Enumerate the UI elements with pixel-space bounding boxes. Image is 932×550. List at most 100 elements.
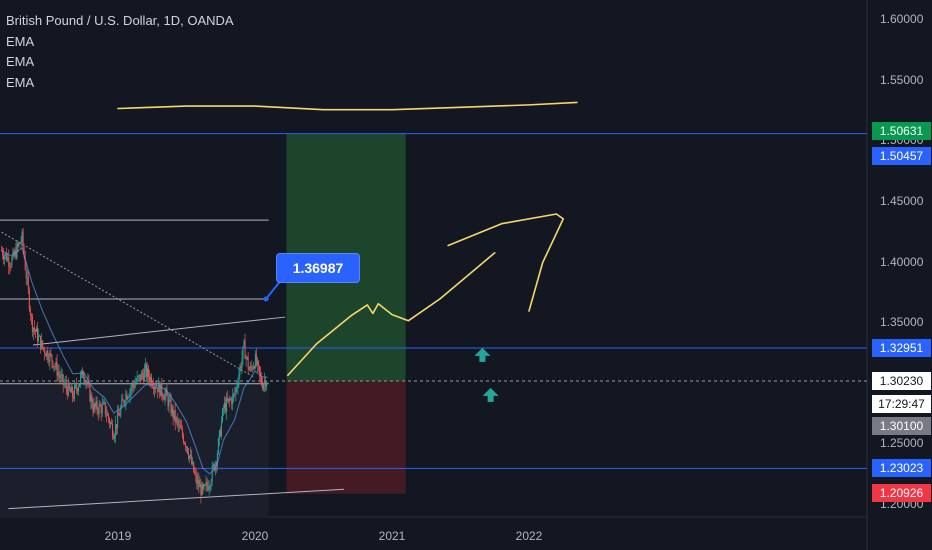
- bear-candle: [96, 401, 98, 411]
- bull-candle: [203, 484, 205, 489]
- bull-candle: [79, 383, 81, 387]
- trend-line[interactable]: [8, 488, 345, 510]
- bear-candle: [116, 424, 118, 428]
- bull-candle: [216, 453, 218, 465]
- bear-candle: [6, 253, 8, 261]
- bull-candle: [210, 481, 212, 487]
- time-tick-label: 2022: [515, 529, 543, 543]
- bear-candle: [24, 257, 26, 270]
- bear-candle: [59, 375, 61, 379]
- horizontal-line-price-tag: 1.23023: [872, 459, 931, 477]
- symbol-title[interactable]: British Pound / U.S. Dollar, 1D, OANDA: [6, 13, 234, 28]
- dotted-trend-line[interactable]: [1, 231, 256, 379]
- callout-anchor: [263, 296, 269, 302]
- bear-candle: [181, 428, 183, 436]
- bull-candle: [140, 372, 142, 381]
- bull-candle: [218, 430, 220, 439]
- bear-candle: [42, 340, 44, 348]
- bull-candle: [254, 354, 256, 368]
- bull-candle: [41, 340, 43, 349]
- up-arrow-icon[interactable]: [474, 347, 491, 362]
- trend-line[interactable]: [33, 316, 286, 346]
- bull-candle: [222, 407, 224, 410]
- bull-candle: [20, 241, 22, 244]
- bear-candle: [30, 315, 32, 317]
- freehand-drawing[interactable]: [117, 101, 578, 111]
- ema-indicator-label[interactable]: EMA: [6, 54, 35, 69]
- bull-candle: [138, 374, 140, 377]
- bear-candle: [244, 340, 246, 359]
- bear-candle: [174, 410, 176, 422]
- bear-candle: [65, 382, 67, 389]
- bull-candle: [256, 360, 258, 365]
- bull-candle: [228, 398, 230, 401]
- bull-candle: [235, 387, 237, 395]
- bull-candle: [208, 487, 210, 490]
- bear-candle: [177, 420, 179, 426]
- bear-candle: [112, 423, 114, 437]
- bear-candle: [153, 386, 155, 390]
- price-callout[interactable]: 1.36987: [276, 253, 360, 283]
- bear-candle: [37, 327, 39, 342]
- ema-indicator-label[interactable]: EMA: [6, 33, 35, 49]
- bull-candle: [121, 399, 123, 408]
- bear-candle: [8, 257, 10, 267]
- bear-candle: [170, 399, 172, 414]
- up-arrow-icon[interactable]: [482, 387, 499, 402]
- bear-candle: [202, 484, 204, 489]
- bear-candle: [118, 412, 120, 416]
- stop-loss-price-tag: 1.20926: [872, 484, 931, 502]
- bear-candle: [105, 414, 107, 416]
- bull-candle: [175, 417, 177, 422]
- bear-candle: [50, 352, 52, 355]
- bear-candle: [110, 422, 112, 424]
- bear-candle: [27, 276, 29, 290]
- bear-candle: [247, 357, 249, 369]
- bear-candle: [195, 473, 197, 476]
- ema-indicator-label[interactable]: EMA: [6, 74, 35, 90]
- bull-candle: [266, 382, 268, 387]
- bull-candle: [85, 381, 87, 383]
- bull-candle: [209, 486, 211, 488]
- bear-candle: [119, 415, 121, 417]
- projection-drawing[interactable]: [287, 252, 496, 377]
- bull-candle: [109, 422, 111, 424]
- bull-candle: [60, 375, 62, 379]
- bear-candle: [123, 400, 125, 403]
- bear-candle: [262, 384, 264, 389]
- long-position-loss-zone[interactable]: [286, 380, 406, 494]
- bear-candle: [51, 354, 53, 362]
- bull-candle: [150, 376, 152, 382]
- bull-candle: [98, 404, 100, 414]
- bull-candle: [204, 484, 206, 486]
- projection-arrow-drawing[interactable]: [447, 213, 565, 312]
- bull-candle: [26, 276, 28, 278]
- bear-candle: [234, 393, 236, 395]
- bull-candle: [239, 366, 241, 375]
- bear-candle: [139, 374, 141, 381]
- bull-candle: [232, 394, 234, 405]
- bull-candle: [55, 361, 57, 367]
- bear-candle: [72, 397, 74, 399]
- bull-candle: [189, 455, 191, 459]
- bear-candle: [257, 360, 259, 366]
- bear-candle: [161, 382, 163, 396]
- bear-candle: [200, 484, 202, 496]
- bear-candle: [231, 399, 233, 405]
- ema-line[interactable]: [1, 247, 268, 475]
- bull-candle: [127, 397, 129, 400]
- bull-candle: [201, 484, 203, 496]
- bear-candle: [19, 242, 21, 244]
- bear-candle: [180, 428, 182, 430]
- bull-candle: [217, 438, 219, 454]
- bull-candle: [101, 404, 103, 414]
- bear-candle: [44, 348, 46, 354]
- bear-candle: [251, 367, 253, 370]
- price-tick-label: 1.40000: [880, 254, 924, 269]
- bear-candle: [23, 247, 25, 258]
- bull-candle: [241, 358, 243, 368]
- bull-candle: [78, 386, 80, 392]
- bear-candle: [215, 462, 217, 465]
- bull-candle: [178, 424, 180, 426]
